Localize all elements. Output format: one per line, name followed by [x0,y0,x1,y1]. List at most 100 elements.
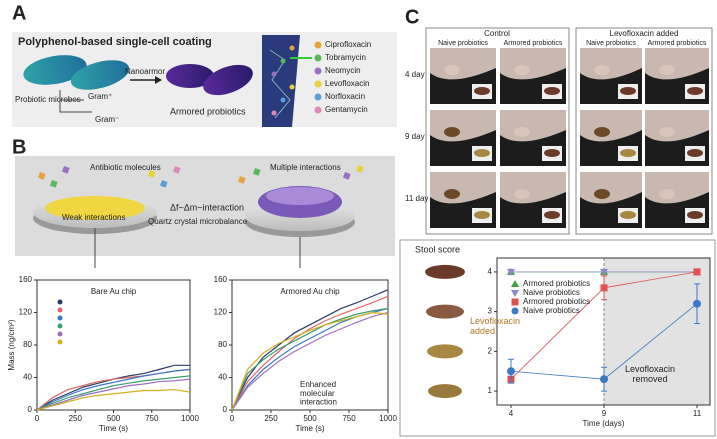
stool-inset-img [620,211,636,219]
armored-texture [266,187,334,205]
column-label: Armored probiotics [648,40,707,47]
antibiotic-swatch [314,80,322,88]
data-line [36,368,191,411]
legend-dot [57,339,63,345]
y-tick-label: 40 [23,373,32,382]
gold-chip [45,196,145,220]
legend-dot [57,307,63,313]
column-label: Naive probiotics [586,40,636,47]
antibiotic-name: Ciprofloxacin [325,40,371,49]
stool-icon [428,384,462,399]
x-tick-label: 11 [693,409,702,418]
arrowhead [155,76,162,84]
stool-inset-img [687,149,703,157]
multiple-label: Multiple interactions [270,163,341,172]
panel-a-title: Polyphenol-based single-cell coating [18,36,212,48]
stool-inset-img [544,211,560,219]
antibiotic-dot [280,58,286,64]
arrow-label: Nanoarmor [125,67,165,76]
control-box [425,27,570,235]
y-tick-label: 160 [19,275,33,284]
x-tick-label: 250 [69,414,83,423]
photo-spot [514,65,530,75]
legend-label: Naive probiotics [523,306,580,315]
plot-frame [496,257,711,406]
x-tick-label: 500 [107,414,121,423]
x-tick-label: 250 [264,414,278,423]
x-tick-label: 0 [230,414,235,423]
marker [600,284,608,292]
marker [507,268,515,276]
annotation: Levofloxacin removed [625,364,675,384]
bacterium [70,60,130,90]
stool-icon [427,344,463,359]
legend-label: Armored probiotics [523,279,590,288]
molecule [147,170,156,178]
marker [600,268,608,276]
bracket [59,90,92,113]
antibiotic-swatch [314,67,322,75]
x-tick-label: 1000 [181,414,199,423]
levo-box [575,27,713,235]
x-tick-label: 0 [35,414,40,423]
y-tick-label: 120 [19,308,33,317]
antibiotic-name: Neomycin [325,66,361,75]
antibiotic-dot [289,45,295,51]
molecule [172,166,181,174]
photo-spot [594,127,610,137]
stool-inset-img [474,211,490,219]
x-tick-label: 500 [303,414,317,423]
x-axis-label: Time (s) [295,424,324,433]
legend-label: Armored probiotics [523,297,590,306]
marker [600,375,608,384]
x-axis-label: Time (s) [99,424,128,433]
group-label: Levofloxacin added [610,29,679,38]
y-tick-label: 4 [488,267,493,276]
y-axis-label: Stool score [415,244,460,254]
armored-bacterium [166,64,214,88]
data-line [231,307,389,411]
data-line [36,389,191,411]
x-tick-label: 750 [145,414,159,423]
marker [693,268,701,276]
photo-spot [514,127,530,137]
legend-label: Naive probiotics [523,288,580,297]
antibiotic-dot [271,110,277,116]
y-tick-label: 160 [214,275,228,284]
y-tick-label: 3 [488,307,493,316]
chart-title: Armored Au chip [280,287,340,296]
data-line [231,311,389,411]
molecule [37,172,46,180]
legend-dot [57,299,63,305]
stool-inset-img [544,149,560,157]
stool-box [399,239,716,437]
panel-label: A [12,2,26,24]
photo-spot [444,65,460,75]
y-tick-label: 40 [218,373,227,382]
row-label: 11 day [405,194,428,203]
legend-dot [57,315,63,321]
x-tick-label: 1000 [379,414,397,423]
legend-marker [511,298,519,306]
panel-label: B [12,136,26,158]
y-tick-label: 120 [214,308,228,317]
coating-texture [269,49,291,119]
antibiotic-swatch [314,41,322,49]
data-line [36,375,191,411]
antibiotic-dot [271,71,277,77]
row-label: 9 day [405,132,425,141]
photo-spot [659,127,675,137]
group-label: Control [484,29,510,38]
annotation: Levofloxacin added [470,316,520,336]
data-line [231,311,389,411]
panel-label: C [405,6,419,28]
antibiotic-dot [280,97,286,103]
stool-inset-img [544,87,560,95]
column-label: Armored probiotics [504,40,563,47]
molecule [49,180,58,188]
antibiotic-label: Antibiotic molecules [90,163,161,172]
antibiotic-swatch [314,54,322,62]
legend-marker [511,290,519,297]
